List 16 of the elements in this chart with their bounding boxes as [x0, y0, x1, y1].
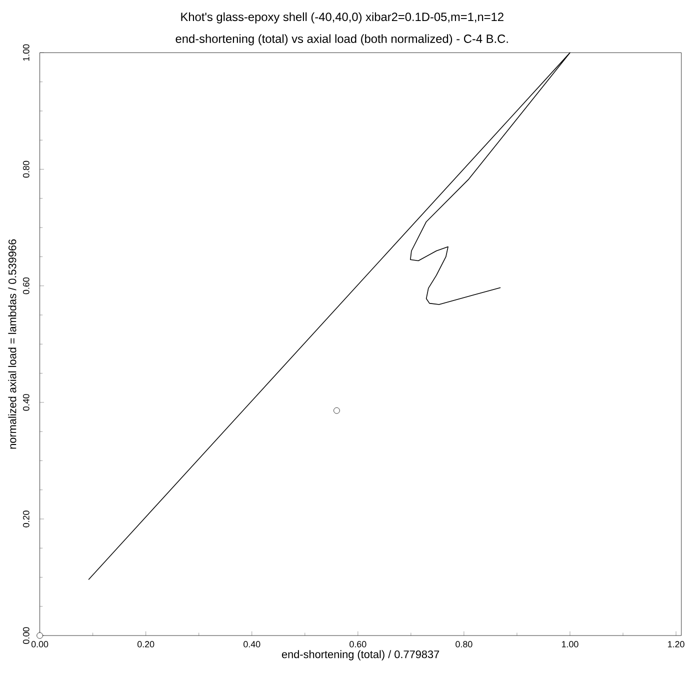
- y-tick-label: 0.20: [23, 510, 30, 528]
- x-tick-label: 0.20: [137, 640, 154, 648]
- x-tick-label: 1.20: [668, 640, 684, 648]
- chart-subtitle: end-shortening (total) vs axial load (both normalized) - C-4 B.C.: [176, 34, 508, 46]
- y-axis-title: normalized axial load = lambdas / 0.539966: [8, 239, 16, 449]
- y-tick-label: 0.80: [23, 160, 30, 178]
- y-tick-label: 0.40: [23, 394, 30, 411]
- chart-title: Khot's glass-epoxy shell (-40,40,0) xibar2=0.1D-05,m=1,n=12: [181, 12, 504, 24]
- x-tick-label: 0.00: [31, 640, 48, 648]
- x-axis-title: end-shortening (total) / 0.779837: [282, 650, 440, 660]
- y-tick-label: 0.60: [23, 277, 30, 294]
- x-tick-label: 0.80: [456, 640, 472, 648]
- x-tick-label: 0.60: [350, 640, 366, 648]
- y-tick-label: 1.00: [23, 44, 30, 61]
- x-tick-label: 0.40: [244, 640, 260, 648]
- x-tick-label: 1.00: [562, 640, 578, 648]
